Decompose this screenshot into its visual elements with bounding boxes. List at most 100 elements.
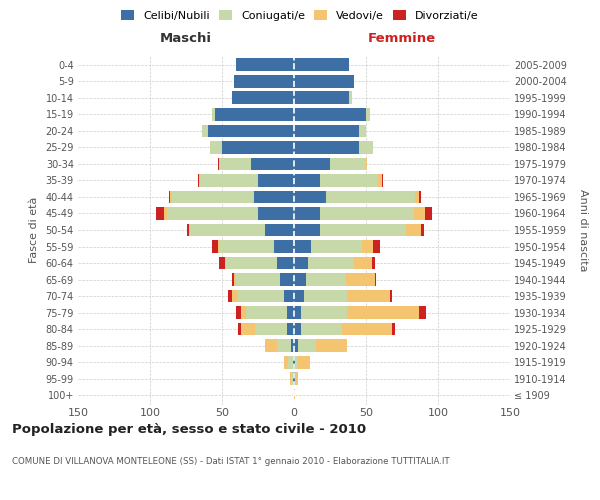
Bar bbox=[294, 240, 311, 253]
Bar bbox=[320, 207, 413, 220]
Bar bbox=[391, 290, 392, 302]
Bar bbox=[236, 273, 280, 286]
Bar bbox=[362, 240, 373, 253]
Bar bbox=[406, 224, 421, 236]
Bar bbox=[308, 256, 355, 270]
Bar bbox=[421, 224, 424, 236]
Bar bbox=[374, 273, 376, 286]
Bar bbox=[241, 322, 255, 336]
Bar bbox=[202, 124, 208, 138]
Bar bbox=[293, 372, 294, 385]
Bar bbox=[255, 322, 287, 336]
Bar bbox=[294, 322, 301, 336]
Bar bbox=[294, 190, 326, 203]
Bar bbox=[326, 190, 415, 203]
Bar bbox=[238, 322, 241, 336]
Bar bbox=[172, 190, 254, 203]
Bar bbox=[293, 356, 294, 368]
Bar bbox=[232, 273, 233, 286]
Bar bbox=[236, 58, 294, 71]
Bar bbox=[320, 174, 377, 187]
Bar bbox=[238, 290, 284, 302]
Bar bbox=[346, 273, 374, 286]
Bar bbox=[236, 306, 241, 319]
Bar bbox=[219, 256, 225, 270]
Bar bbox=[291, 339, 294, 352]
Bar bbox=[294, 356, 295, 368]
Bar bbox=[294, 207, 320, 220]
Bar bbox=[222, 141, 294, 154]
Text: Popolazione per età, sesso e stato civile - 2010: Popolazione per età, sesso e stato civil… bbox=[12, 422, 366, 436]
Bar bbox=[349, 92, 352, 104]
Bar bbox=[197, 174, 199, 187]
Bar bbox=[294, 158, 330, 170]
Bar bbox=[347, 306, 419, 319]
Bar bbox=[199, 174, 200, 187]
Bar bbox=[251, 158, 294, 170]
Bar bbox=[212, 108, 215, 121]
Bar bbox=[419, 306, 427, 319]
Bar bbox=[156, 207, 164, 220]
Bar bbox=[254, 190, 294, 203]
Bar bbox=[287, 322, 294, 336]
Bar bbox=[294, 273, 305, 286]
Bar bbox=[298, 356, 310, 368]
Bar bbox=[228, 290, 232, 302]
Bar bbox=[247, 306, 287, 319]
Bar bbox=[415, 190, 419, 203]
Bar bbox=[295, 372, 298, 385]
Text: Maschi: Maschi bbox=[160, 32, 212, 45]
Bar bbox=[233, 75, 294, 88]
Bar bbox=[372, 256, 374, 270]
Bar bbox=[295, 356, 298, 368]
Bar bbox=[316, 339, 347, 352]
Bar bbox=[366, 108, 370, 121]
Bar bbox=[265, 224, 294, 236]
Bar bbox=[320, 224, 406, 236]
Bar bbox=[241, 306, 247, 319]
Bar bbox=[232, 290, 238, 302]
Bar bbox=[294, 372, 295, 385]
Bar bbox=[233, 273, 236, 286]
Bar bbox=[284, 290, 294, 302]
Bar bbox=[169, 190, 170, 203]
Bar bbox=[301, 306, 347, 319]
Bar bbox=[187, 224, 189, 236]
Bar bbox=[215, 108, 294, 121]
Bar bbox=[298, 339, 316, 352]
Bar bbox=[167, 207, 258, 220]
Bar bbox=[294, 75, 355, 88]
Bar bbox=[218, 158, 219, 170]
Bar bbox=[290, 372, 291, 385]
Text: Femmine: Femmine bbox=[368, 32, 436, 45]
Y-axis label: Fasce di età: Fasce di età bbox=[29, 197, 38, 263]
Bar bbox=[294, 92, 349, 104]
Bar bbox=[359, 124, 366, 138]
Bar bbox=[258, 207, 294, 220]
Bar bbox=[425, 207, 432, 220]
Y-axis label: Anni di nascita: Anni di nascita bbox=[578, 188, 588, 271]
Bar bbox=[294, 224, 320, 236]
Bar bbox=[280, 273, 294, 286]
Bar bbox=[218, 240, 219, 253]
Bar bbox=[200, 174, 258, 187]
Bar bbox=[258, 174, 294, 187]
Bar bbox=[226, 256, 277, 270]
Bar bbox=[382, 174, 383, 187]
Bar bbox=[219, 158, 251, 170]
Bar bbox=[274, 240, 294, 253]
Bar bbox=[413, 207, 425, 220]
Text: COMUNE DI VILLANOVA MONTELEONE (SS) - Dati ISTAT 1° gennaio 2010 - Elaborazione : COMUNE DI VILLANOVA MONTELEONE (SS) - Da… bbox=[12, 458, 449, 466]
Bar bbox=[211, 141, 222, 154]
Bar bbox=[294, 256, 308, 270]
Bar bbox=[304, 290, 347, 302]
Bar bbox=[419, 190, 421, 203]
Bar bbox=[294, 339, 298, 352]
Bar bbox=[294, 388, 295, 402]
Bar bbox=[373, 240, 380, 253]
Bar bbox=[392, 322, 395, 336]
Legend: Celibi/Nubili, Coniugati/e, Vedovi/e, Divorziati/e: Celibi/Nubili, Coniugati/e, Vedovi/e, Di… bbox=[119, 8, 481, 24]
Bar bbox=[190, 224, 265, 236]
Bar bbox=[305, 273, 346, 286]
Bar bbox=[341, 322, 392, 336]
